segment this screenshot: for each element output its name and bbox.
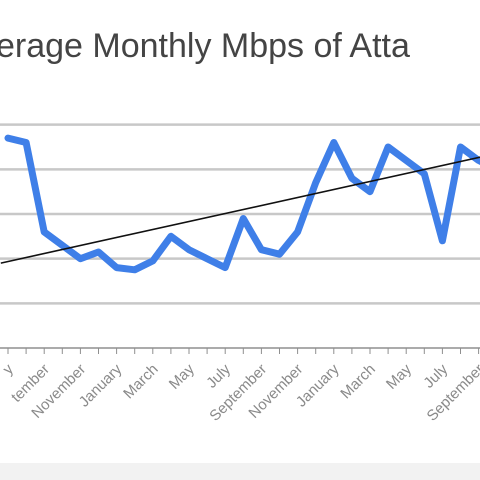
data-point-15 <box>278 253 281 255</box>
data-point-6 <box>116 267 118 269</box>
data-point-22 <box>405 159 407 161</box>
data-point-25 <box>459 146 462 148</box>
data-point-20 <box>369 191 371 193</box>
trend-line <box>0 156 480 264</box>
x-axis <box>0 347 480 354</box>
data-point-7 <box>134 269 136 271</box>
data-point-13 <box>242 217 244 220</box>
data-point-23 <box>423 173 425 175</box>
data-point-4 <box>79 258 81 260</box>
data-point-10 <box>188 249 190 251</box>
data-point-18 <box>333 141 335 144</box>
data-point-9 <box>170 235 172 237</box>
bottom-band <box>0 463 480 480</box>
data-point-3 <box>61 244 63 246</box>
data-point-24 <box>441 240 443 242</box>
data-point-19 <box>351 177 353 179</box>
data-point-1 <box>25 141 27 144</box>
data-point-14 <box>260 249 262 251</box>
data-point-17 <box>315 182 317 184</box>
data-point-8 <box>152 260 154 262</box>
data-point-12 <box>224 267 226 269</box>
data-point-0 <box>7 137 9 139</box>
data-point-2 <box>43 231 45 233</box>
data-point-21 <box>387 146 389 148</box>
data-point-5 <box>97 251 100 253</box>
chart-title: erage Monthly Mbps of Atta <box>0 27 410 65</box>
series-layer <box>0 134 480 274</box>
data-point-16 <box>297 231 299 233</box>
data-point-26 <box>478 159 480 161</box>
data-point-11 <box>206 258 208 260</box>
